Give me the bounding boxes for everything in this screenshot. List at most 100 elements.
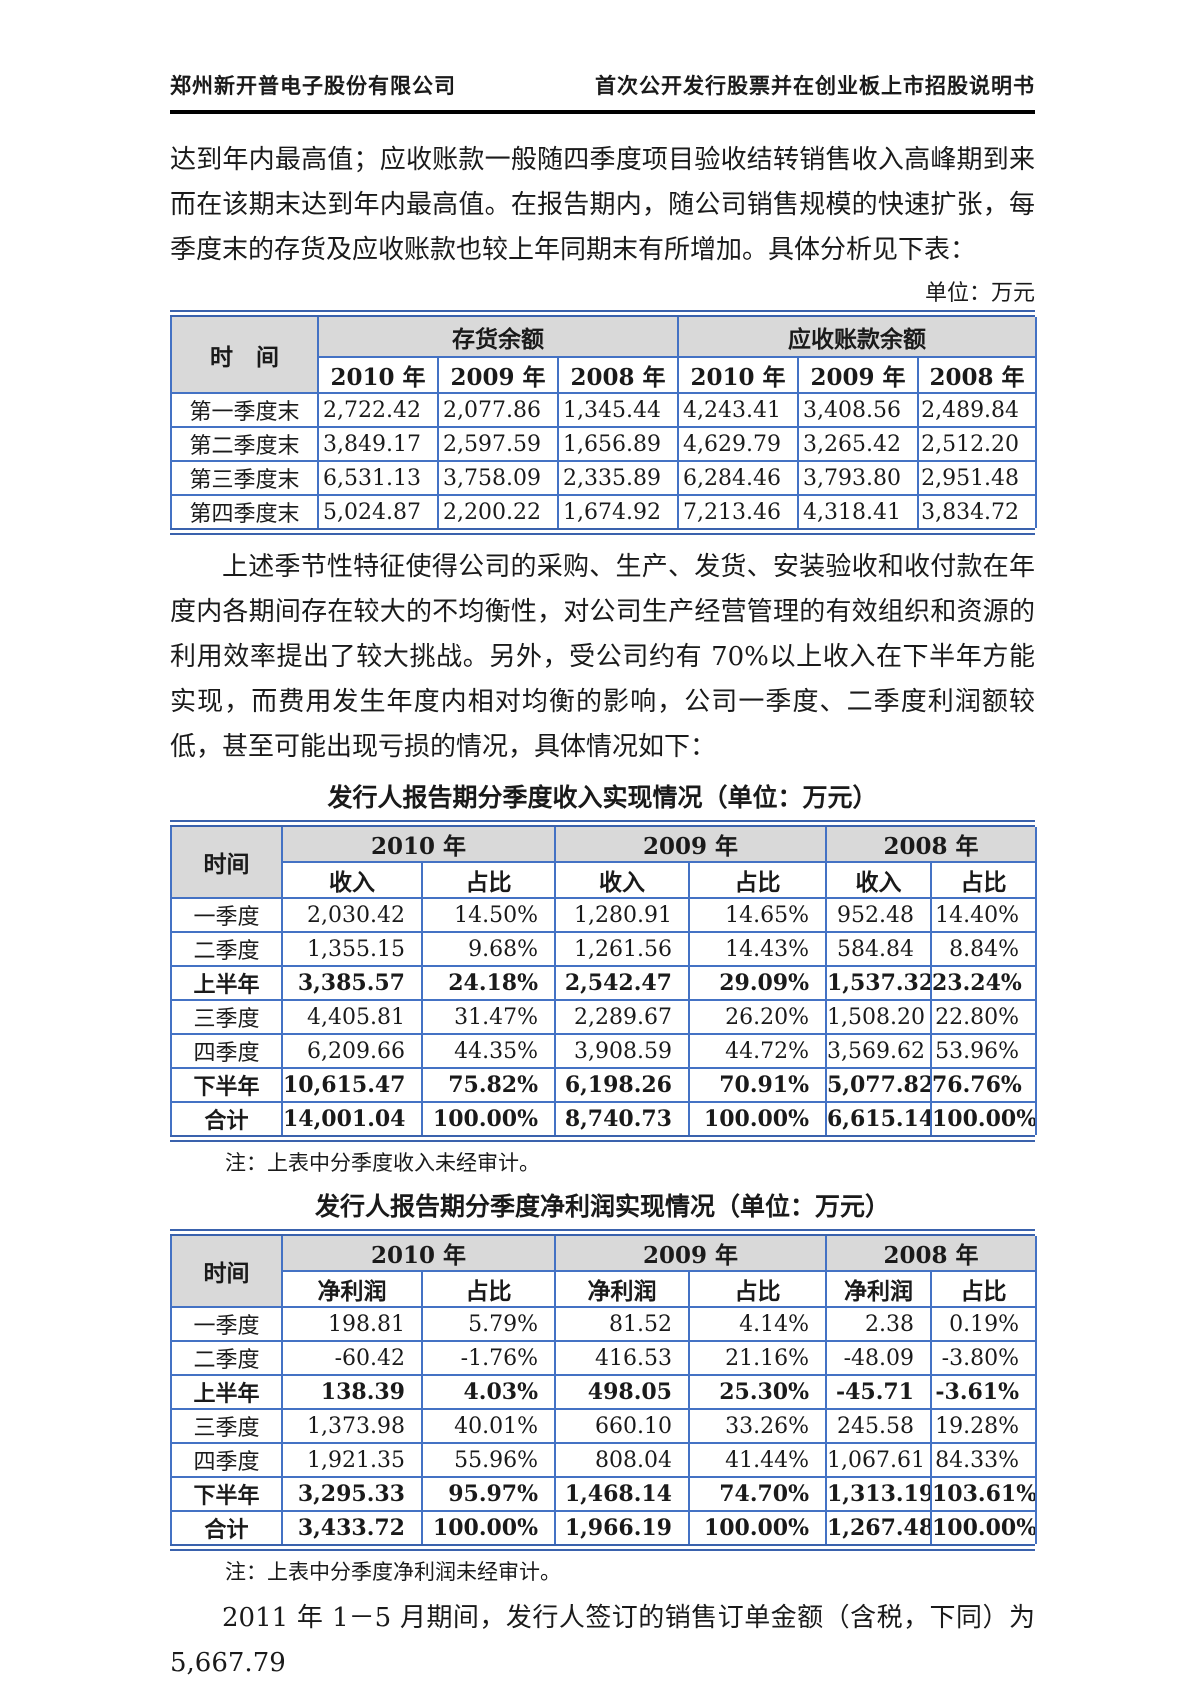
cell: 5.79% <box>421 1306 556 1342</box>
unit-label: 单位：万元 <box>924 281 1035 306</box>
inventory-receivables-table: 时 间 存货余额 应收账款余额 2010 年 2009 年 2008 年 201… <box>170 310 1038 535</box>
table-row: 三季度 4,405.81 31.47% 2,289.67 26.20% 1,50… <box>170 999 1037 1035</box>
cell: 10,615.47 <box>281 1067 423 1103</box>
row-label: 下半年 <box>170 1067 283 1103</box>
cell: 245.58 <box>825 1408 932 1444</box>
row-label: 一季度 <box>170 1306 283 1342</box>
cell: 1,537.32 <box>825 965 932 1001</box>
cell: 23.24% <box>930 965 1037 1001</box>
cell: 4,629.79 <box>677 426 800 462</box>
column-header: 占比 <box>688 861 827 899</box>
column-header: 2009 年 <box>797 356 920 394</box>
table-row: 一季度 198.81 5.79% 81.52 4.14% 2.38 0.19% <box>170 1306 1037 1342</box>
cell: 3,908.59 <box>554 1033 690 1069</box>
cell: 498.05 <box>554 1374 690 1410</box>
cell: 1,067.61 <box>825 1442 932 1478</box>
cell: 100.00% <box>688 1101 827 1135</box>
cell: 8.84% <box>930 931 1037 967</box>
cell: 95.97% <box>421 1476 556 1512</box>
cell: 1,966.19 <box>554 1510 690 1544</box>
cell: 1,355.15 <box>281 931 423 967</box>
cell: 1,921.35 <box>281 1442 423 1478</box>
table-row: 第四季度末 5,024.87 2,200.22 1,674.92 7,213.4… <box>170 494 1038 528</box>
cell: 3,433.72 <box>281 1510 423 1544</box>
cell: 14.50% <box>421 897 556 933</box>
table-row: 四季度 1,921.35 55.96% 808.04 41.44% 1,067.… <box>170 1442 1037 1478</box>
cell: 8,740.73 <box>554 1101 690 1135</box>
cell: 416.53 <box>554 1340 690 1376</box>
cell: 19.28% <box>930 1408 1037 1444</box>
cell: 44.35% <box>421 1033 556 1069</box>
profit-table-note: 注：上表中分季度净利润未经审计。 <box>225 1560 561 1584</box>
cell: 26.20% <box>688 999 827 1035</box>
cell: 3,758.09 <box>437 460 559 496</box>
row-label: 三季度 <box>170 1408 283 1444</box>
cell: 29.09% <box>688 965 827 1001</box>
cell: 2,542.47 <box>554 965 690 1001</box>
table-row-subtotal: 上半年 138.39 4.03% 498.05 25.30% -45.71 -3… <box>170 1374 1037 1410</box>
row-label: 第一季度末 <box>170 392 319 428</box>
cell: 100.00% <box>421 1101 556 1135</box>
cell: 1,313.19 <box>825 1476 932 1512</box>
cell: 3,834.72 <box>917 494 1038 528</box>
cell: -3.80% <box>930 1340 1037 1376</box>
row-label: 第三季度末 <box>170 460 319 496</box>
table-header-row: 2010 年 2009 年 2008 年 2010 年 2009 年 2008 … <box>171 356 1038 394</box>
table-row-subtotal: 上半年 3,385.57 24.18% 2,542.47 29.09% 1,53… <box>170 965 1037 1001</box>
cell: 6,531.13 <box>317 460 439 496</box>
quarterly-profit-table: 时间 2010 年 2009 年 2008 年 净利润 占比 净利润 占比 净利… <box>170 1229 1037 1551</box>
cell: 14.65% <box>688 897 827 933</box>
table-row: 第三季度末 6,531.13 3,758.09 2,335.89 6,284.4… <box>170 460 1038 496</box>
cell: 9.68% <box>421 931 556 967</box>
cell: 14.40% <box>930 897 1037 933</box>
cell: 1,373.98 <box>281 1408 423 1444</box>
column-header: 收入 <box>825 861 932 899</box>
cell: 22.80% <box>930 999 1037 1035</box>
row-label: 合计 <box>170 1510 283 1544</box>
cell: 0.19% <box>930 1306 1037 1342</box>
column-header: 净利润 <box>281 1270 423 1308</box>
cell: 3,793.80 <box>797 460 920 496</box>
year-header-2008: 2008 年 <box>825 827 1037 863</box>
cell: -45.71 <box>825 1374 932 1410</box>
table-header-row: 时间 2010 年 2009 年 2008 年 <box>170 1236 1037 1308</box>
cell: 31.47% <box>421 999 556 1035</box>
cell: 3,849.17 <box>317 426 439 462</box>
cell: 1,508.20 <box>825 999 932 1035</box>
cell: 84.33% <box>930 1442 1037 1478</box>
cell: -60.42 <box>281 1340 423 1376</box>
column-header: 2008 年 <box>556 356 680 394</box>
cell: 100.00% <box>930 1510 1037 1544</box>
column-header: 占比 <box>421 861 556 899</box>
group-header-inventory: 存货余额 <box>316 317 680 358</box>
column-header: 2009 年 <box>437 356 559 394</box>
table-header-row: 时间 2010 年 2009 年 2008 年 <box>170 827 1037 899</box>
cell: 21.16% <box>688 1340 827 1376</box>
column-header: 收入 <box>554 861 690 899</box>
cell: 952.48 <box>825 897 932 933</box>
cell: 5,077.82 <box>825 1067 932 1103</box>
quarterly-profit-table-title: 发行人报告期分季度净利润实现情况（单位：万元） <box>314 1192 890 1221</box>
cell: 138.39 <box>281 1374 423 1410</box>
cell: 24.18% <box>421 965 556 1001</box>
cell: 2,512.20 <box>917 426 1038 462</box>
row-label: 合计 <box>170 1101 283 1135</box>
quarterly-revenue-table-title: 发行人报告期分季度收入实现情况（单位：万元） <box>327 783 878 812</box>
cell: 75.82% <box>421 1067 556 1103</box>
cell: 76.76% <box>930 1067 1037 1103</box>
cell: 4,243.41 <box>677 392 800 428</box>
row-label: 三季度 <box>170 999 283 1035</box>
cell: 25.30% <box>688 1374 827 1410</box>
cell: 1,280.91 <box>554 897 690 933</box>
table-header-row: 净利润 占比 净利润 占比 净利润 占比 <box>171 1270 1037 1308</box>
page-header: 郑州新开普电子股份有限公司 首次公开发行股票并在创业板上市招股说明书 <box>170 70 1035 114</box>
cell: 6,209.66 <box>281 1033 423 1069</box>
cell: 2,722.42 <box>317 392 439 428</box>
cell: 3,265.42 <box>797 426 920 462</box>
cell: -48.09 <box>825 1340 932 1376</box>
cell: 74.70% <box>688 1476 827 1512</box>
cell: 6,615.14 <box>825 1101 932 1135</box>
cell: 100.00% <box>930 1101 1037 1135</box>
row-label: 二季度 <box>170 1340 283 1376</box>
cell: 4,405.81 <box>281 999 423 1035</box>
